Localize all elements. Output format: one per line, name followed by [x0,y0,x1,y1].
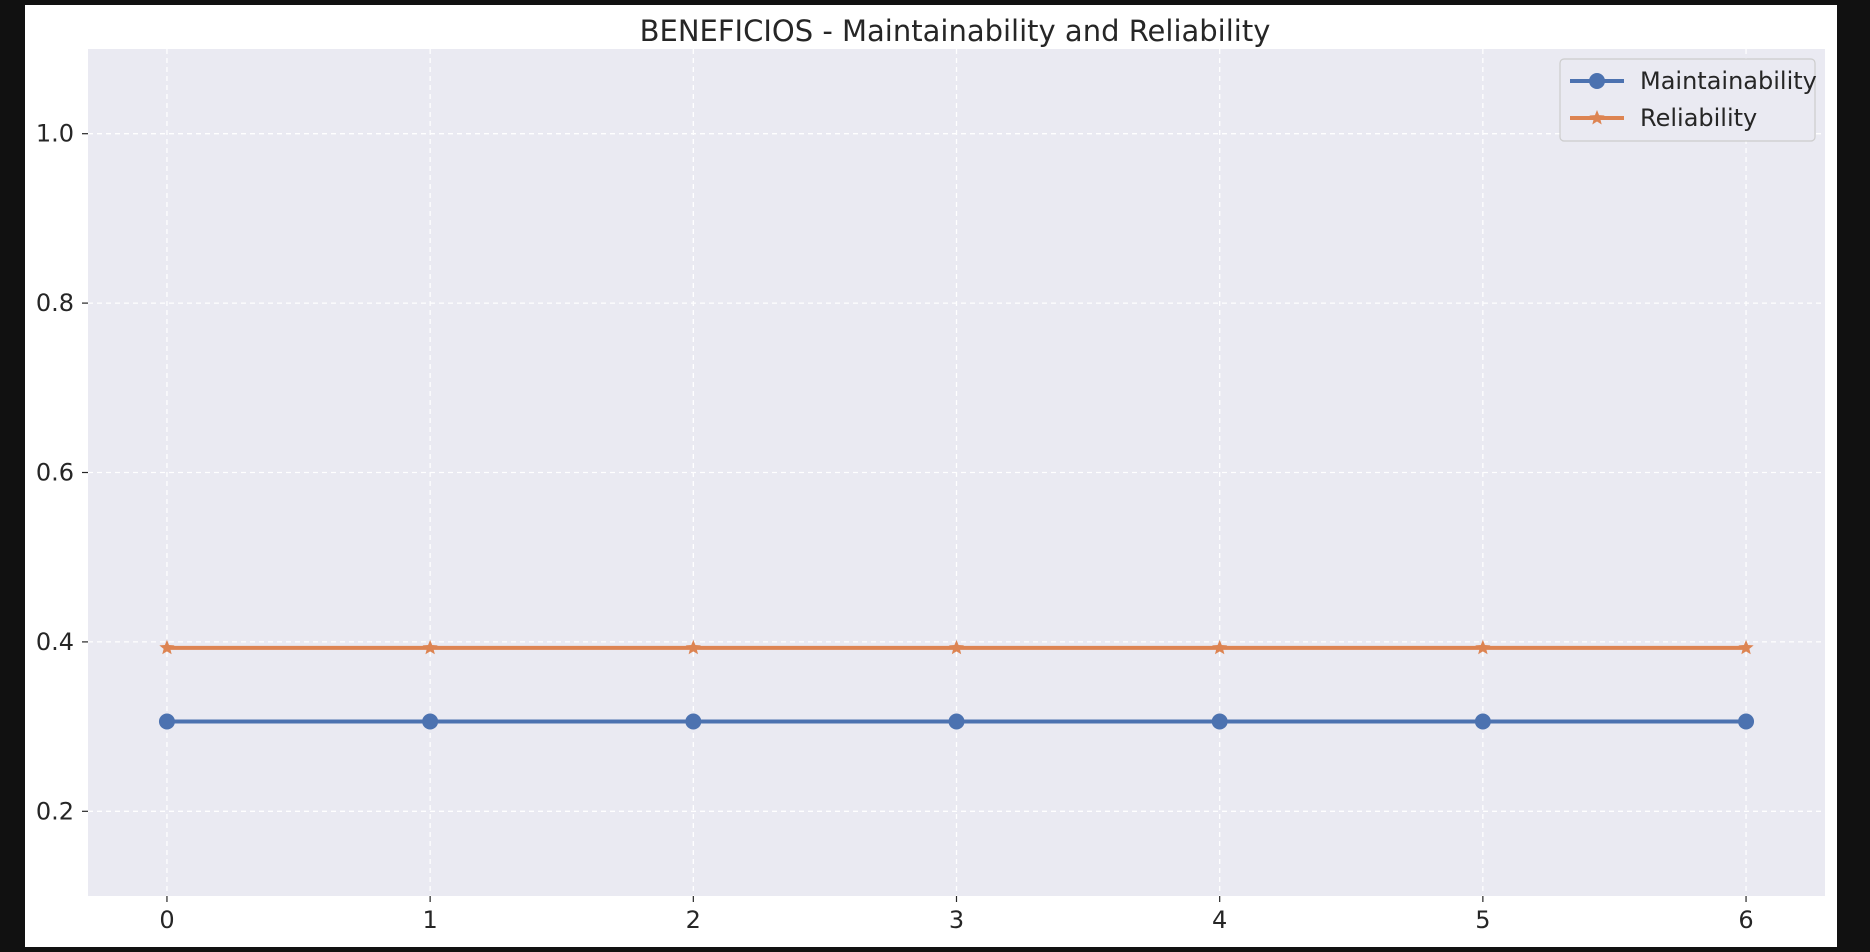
series-maintainability [158,713,1755,730]
legend: Maintainability Reliability [1559,58,1817,142]
data-point-reliability [159,639,175,655]
axes: 0 1 2 3 4 5 6 0.2 0.4 0.6 0.8 1.0 [36,120,1754,934]
series [158,639,1755,730]
series-reliability [159,639,1754,655]
data-point-reliability [1738,639,1754,655]
data-point-reliability [685,639,701,655]
y-tick-label: 0.2 [36,797,74,825]
figure: BENEFICIOS - Maintainability and Reliabi… [25,5,1837,947]
data-point-reliability [422,639,438,655]
data-point-reliability [948,639,965,655]
legend-label-reliability: Reliability [1640,104,1757,132]
legend-marker-maintainability [1589,73,1605,89]
data-point-maintainability [422,713,439,730]
data-point-maintainability [1474,713,1491,730]
line-chart: BENEFICIOS - Maintainability and Reliabi… [36,14,1825,934]
data-point-reliability [1475,639,1491,655]
data-point-maintainability [1738,713,1755,730]
x-tick-label: 4 [1212,906,1227,934]
y-tick-label: 0.4 [36,628,74,656]
legend-marker-reliability [1589,110,1605,125]
x-tick-label: 3 [949,906,964,934]
x-tick-label: 6 [1738,906,1753,934]
x-tick-label: 1 [422,906,437,934]
legend-label-maintainability: Maintainability [1640,67,1817,95]
data-point-maintainability [1211,713,1228,730]
x-tick-label: 0 [159,906,174,934]
data-point-maintainability [948,713,965,730]
data-point-maintainability [685,713,702,730]
x-tick-label: 2 [686,906,701,934]
chart-title: BENEFICIOS - Maintainability and Reliabi… [640,14,1271,48]
y-tick-label: 1.0 [36,120,74,148]
y-tick-label: 0.6 [36,459,74,487]
y-tick-label: 0.8 [36,289,74,317]
data-point-reliability [1212,639,1228,655]
data-point-maintainability [158,713,175,730]
x-tick-label: 5 [1475,906,1490,934]
